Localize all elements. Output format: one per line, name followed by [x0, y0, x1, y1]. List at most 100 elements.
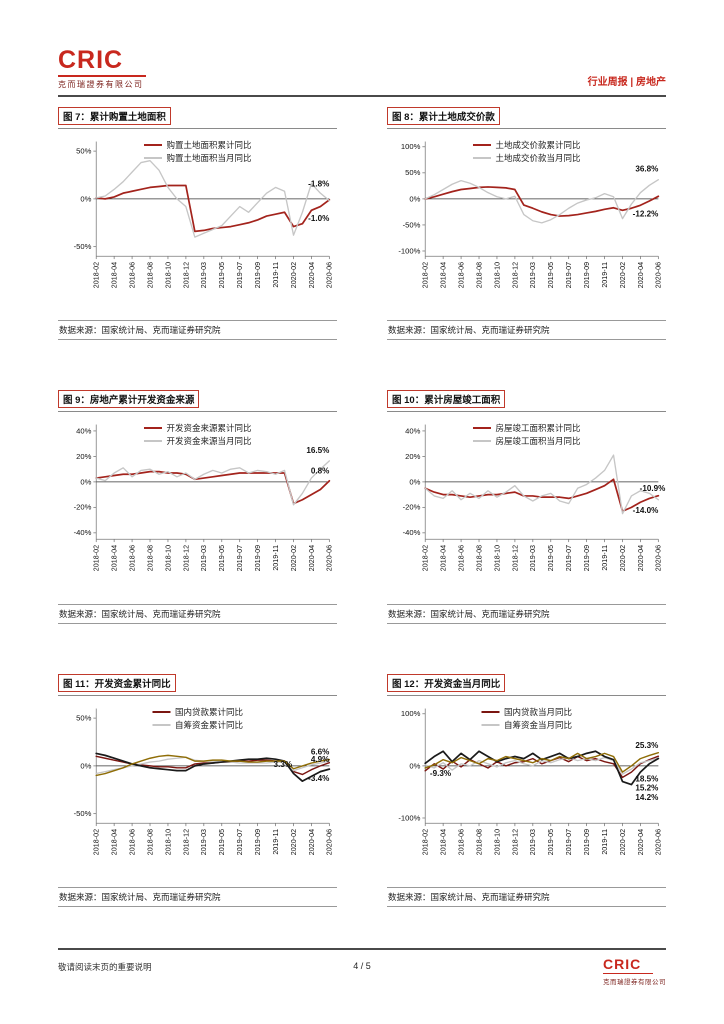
data-label: 25.3%: [635, 740, 658, 749]
chart-title-row: 图 9：房地产累计开发资金来源: [58, 390, 337, 413]
y-tick-label: 100%: [401, 142, 421, 151]
legend-label: 自筹资金累计同比: [174, 719, 244, 730]
x-tick-label: 2019-11: [601, 545, 609, 571]
x-tick-label: 2019-09: [254, 545, 262, 571]
series-line-2: [95, 159, 331, 238]
y-tick-label: 40%: [76, 427, 91, 436]
legend-label: 购置土地面积累计同比: [166, 140, 252, 150]
data-label: -1.8%: [308, 179, 329, 188]
data-label: -10.9%: [640, 484, 666, 493]
chart-legend: 开发资金来源累计同比 开发资金来源当月同比: [143, 422, 252, 447]
x-tick-label: 2018-10: [164, 828, 172, 854]
data-label: 3.3%: [274, 759, 292, 768]
x-tick-label: 2019-09: [583, 828, 591, 854]
data-label: 18.5%: [635, 774, 658, 783]
x-tick-label: 2018-10: [493, 262, 501, 288]
data-label: 14.2%: [635, 793, 658, 802]
chart-title: 图 11：开发资金累计同比: [58, 673, 176, 692]
x-tick-label: 2018-04: [111, 828, 119, 854]
y-tick-label: -20%: [74, 503, 92, 512]
chart-title: 图 9：房地产累计开发资金来源: [58, 390, 200, 409]
x-tick-label: 2018-06: [457, 262, 465, 288]
chart-block: 图 7：累计购置土地面积 50% 0% -50% 2018-02 2018-04 2018…: [58, 107, 337, 341]
x-tick-label: 2019-03: [529, 828, 537, 854]
data-label: 6.6%: [311, 747, 329, 756]
legend-item: 房屋竣工面积当月同比: [472, 435, 581, 447]
x-tick-label: 2018-10: [164, 262, 172, 288]
legend-label: 房屋竣工面积累计同比: [495, 423, 581, 434]
legend-swatch: [143, 157, 162, 159]
x-tick-label: 2019-05: [547, 262, 555, 288]
x-tick-label: 2018-02: [422, 262, 430, 288]
x-tick-label: 2019-05: [218, 828, 226, 854]
chart-source: 数据来源：国家统计局、克而瑞证券研究院: [387, 320, 666, 341]
y-tick-label: 50%: [76, 146, 91, 155]
series-line-2: [95, 460, 331, 506]
data-label: 36.8%: [635, 165, 658, 174]
x-tick-label: 2019-09: [583, 545, 591, 571]
chart-title: 图 10：累计房屋竣工面积: [387, 390, 506, 409]
x-tick-label: 2020-04: [637, 262, 645, 288]
data-label: 15.2%: [635, 783, 658, 792]
y-tick-label: -50%: [74, 809, 92, 818]
x-tick-label: 2018-08: [146, 828, 154, 854]
legend-swatch: [472, 427, 491, 430]
legend-swatch: [143, 144, 162, 146]
x-tick-label: 2018-04: [111, 545, 119, 571]
legend-item: 土地成交价款当月同比: [472, 152, 581, 164]
x-tick-label: 2018-02: [93, 545, 101, 571]
x-tick-label: 2019-11: [272, 828, 280, 854]
legend-swatch: [472, 144, 491, 146]
brand-company-name: 克而瑞證券有限公司: [58, 80, 144, 89]
x-tick-label: 2018-12: [511, 262, 519, 288]
x-tick-label: 2018-08: [146, 545, 154, 571]
x-tick-label: 2018-02: [93, 828, 101, 854]
series-line-1: [424, 478, 660, 513]
x-tick-label: 2020-02: [619, 262, 627, 288]
chart-legend: 土地成交价款累计同比 土地成交价款当月同比: [472, 139, 581, 164]
legend-label: 国内贷款累计同比: [174, 706, 244, 717]
chart-canvas: 50% 0% -50% 2018-02 2018-04 2018-06 2018-08 201…: [74, 708, 334, 855]
chart-source: 数据来源：国家统计局、克而瑞证券研究院: [58, 320, 337, 341]
x-tick-label: 2019-03: [529, 262, 537, 288]
brand-rule: [58, 75, 146, 77]
x-tick-label: 2019-07: [565, 545, 573, 571]
series-line-2: [424, 756, 660, 775]
chart-block: 图 8：累计土地成交价款 100% 50% 0% -50% -100% 2018-02 20…: [387, 107, 666, 341]
x-tick-label: 2018-06: [128, 828, 136, 854]
y-tick-label: -50%: [403, 220, 421, 229]
legend-item: 购置土地面积当月同比: [143, 152, 252, 164]
series-line-1: [424, 186, 660, 217]
chart-title-row: 图 12：开发资金当月同比: [387, 673, 666, 696]
y-tick-label: -20%: [403, 503, 421, 512]
x-tick-label: 2018-12: [182, 545, 190, 571]
x-tick-label: 2020-02: [290, 545, 298, 571]
y-tick-label: -40%: [74, 528, 92, 537]
x-tick-label: 2019-05: [218, 545, 226, 571]
series-line-4: [424, 751, 660, 773]
chart-plot-area: 40% 20% 0% -20% -40% 2018-02 2018-04 2018-06 201…: [387, 415, 666, 602]
x-tick-label: 2019-07: [565, 262, 573, 288]
data-label: 4.9%: [311, 755, 329, 764]
legend-swatch: [480, 710, 499, 713]
legend-item: 国内贷款累计同比: [151, 706, 244, 718]
series-line-2: [424, 179, 660, 224]
legend-label: 土地成交价款当月同比: [495, 153, 581, 163]
legend-label: 开发资金来源累计同比: [166, 423, 252, 434]
chart-plot-area: 100% 50% 0% -50% -100% 2018-02 2018-04 2018-06 2…: [387, 132, 666, 319]
y-tick-label: -50%: [74, 242, 92, 251]
legend-swatch: [143, 427, 162, 430]
legend-item: 自筹资金当月同比: [480, 719, 572, 731]
x-tick-label: 2018-04: [111, 262, 119, 288]
x-tick-label: 2019-11: [272, 545, 280, 571]
page-number: 4 / 5: [353, 960, 371, 971]
chart-plot-area: 50% 0% -50% 2018-02 2018-04 2018-06 2018-08 201…: [58, 699, 337, 886]
y-tick-label: -40%: [403, 528, 421, 537]
data-label: -12.2%: [633, 209, 659, 218]
chart-title: 图 7：累计购置土地面积: [58, 107, 171, 125]
x-tick-label: 2020-02: [290, 262, 298, 288]
series-line-1: [95, 184, 331, 233]
report-section-label: 行业周报 | 房地产: [587, 77, 666, 88]
chart-source: 数据来源：国家统计局、克而瑞证券研究院: [58, 886, 337, 907]
